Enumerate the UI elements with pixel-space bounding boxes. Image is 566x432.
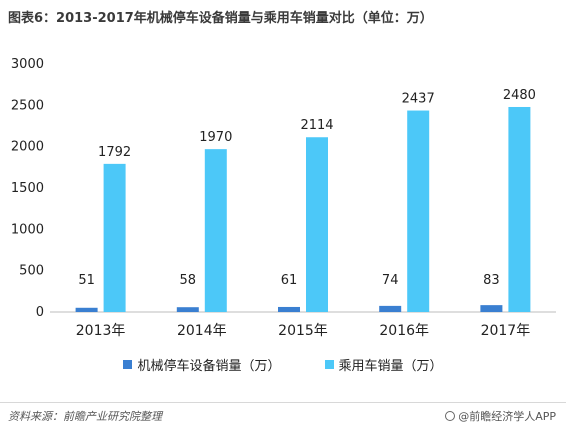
y-tick-label: 2000 (11, 140, 44, 155)
y-tick-label: 2500 (11, 98, 44, 113)
y-tick-label: 1000 (11, 222, 44, 237)
data-label: 83 (483, 273, 500, 288)
brand-logo-icon (445, 411, 456, 421)
y-tick-label: 3000 (11, 57, 44, 72)
x-tick-label: 2015年 (278, 323, 328, 339)
y-tick-label: 0 (36, 305, 44, 320)
data-label: 2437 (402, 92, 435, 107)
legend-swatch-machine (123, 360, 133, 369)
data-label: 1792 (98, 145, 131, 160)
bar-machine-parking (176, 307, 199, 312)
chart-title: 图表6：2013-2017年机械停车设备销量与乘用车销量对比（单位：万） (8, 11, 433, 26)
bar-passenger-car (508, 106, 531, 312)
bar-machine-parking (278, 306, 300, 312)
bar-passenger-car (103, 163, 126, 312)
brand-text: @前瞻经济学人APP (458, 410, 556, 423)
footer-divider (0, 402, 566, 403)
x-tick-label: 2017年 (481, 323, 531, 339)
bar-passenger-car (306, 137, 328, 312)
bars: 51 1792 58 1970 61 2114 74 2437 83 2480 (75, 88, 536, 312)
source-note: 资料来源：前瞻产业研究院整理 (8, 410, 162, 423)
data-label: 51 (78, 273, 95, 288)
legend: 机械停车设备销量（万） 乘用车销量（万） (0, 355, 566, 374)
bar-machine-parking (75, 307, 98, 312)
y-tick-label: 500 (19, 264, 44, 279)
bar-machine-parking (480, 305, 503, 312)
x-tick-label: 2013年 (76, 323, 126, 339)
x-tick-label: 2016年 (379, 323, 429, 339)
data-label: 1970 (199, 130, 232, 145)
x-tick-label: 2014年 (177, 323, 227, 339)
data-label: 2480 (503, 88, 536, 103)
data-label: 61 (281, 273, 298, 288)
data-label: 58 (180, 273, 197, 288)
brand-credit: @前瞻经济学人APP (445, 408, 556, 424)
bar-passenger-car (407, 110, 430, 312)
bar-passenger-car (204, 149, 227, 312)
bar-machine-parking (379, 305, 402, 312)
legend-swatch-cars (324, 360, 334, 369)
data-label: 74 (382, 273, 399, 288)
data-label: 2114 (300, 118, 333, 133)
y-tick-label: 1500 (11, 181, 44, 196)
legend-label-machine: 机械停车设备销量（万） (137, 359, 281, 374)
legend-label-cars: 乘用车销量（万） (338, 359, 443, 374)
legend-item-machine: 机械停车设备销量（万） (123, 355, 281, 374)
x-axis: 2013年 2014年 2015年 2016年 2017年 (50, 311, 556, 339)
legend-item-cars: 乘用车销量（万） (324, 355, 443, 374)
y-axis: 0 500 1000 1500 2000 2500 3000 (11, 57, 44, 320)
